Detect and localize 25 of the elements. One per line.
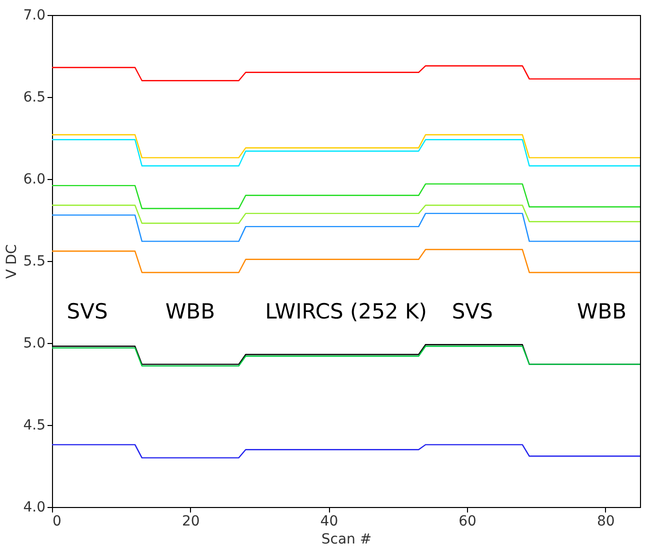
line-series [51, 65, 641, 82]
line-series [51, 204, 641, 224]
annotation: WBB [576, 300, 627, 324]
x-tick-label: 80 [597, 514, 615, 530]
line-series [51, 248, 641, 274]
y-tick-label: 5.5 [23, 254, 46, 270]
y-tick-label: 6.5 [23, 90, 46, 106]
line-series [51, 183, 641, 210]
x-tick-label: 40 [320, 514, 338, 530]
y-axis-title: V DC [4, 244, 20, 279]
x-axis-title: Scan # [321, 532, 372, 548]
y-tick-label: 6.0 [23, 172, 46, 188]
line-series [51, 444, 641, 458]
y-tick-label: 5.0 [23, 336, 46, 352]
annotation: LWIRCS (252 K) [265, 300, 427, 324]
x-tick-label: 20 [182, 514, 200, 530]
annotation: WBB [165, 300, 215, 324]
line-series [51, 212, 641, 242]
annotation: SVS [452, 300, 493, 324]
annotation: SVS [66, 300, 108, 324]
x-tick-label: 60 [458, 514, 476, 530]
y-tick-label: 4.5 [23, 418, 46, 434]
x-tick-label: 0 [52, 514, 62, 530]
y-tick-label: 4.0 [23, 500, 46, 516]
y-tick-label: 7.0 [23, 8, 46, 24]
